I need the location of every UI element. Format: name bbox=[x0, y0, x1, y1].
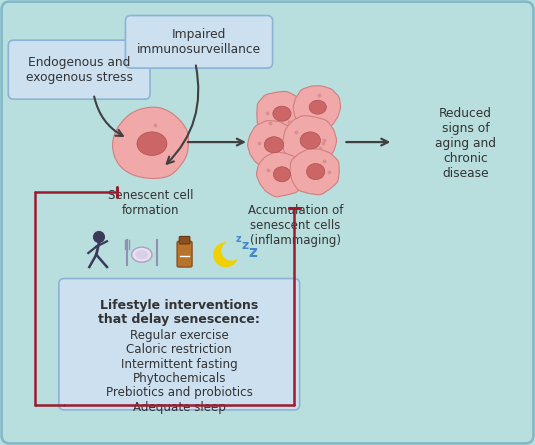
FancyBboxPatch shape bbox=[8, 40, 150, 99]
Text: Prebiotics and probiotics: Prebiotics and probiotics bbox=[106, 387, 253, 400]
Text: Endogenous and
exogenous stress: Endogenous and exogenous stress bbox=[26, 56, 133, 84]
Text: z: z bbox=[242, 239, 249, 252]
FancyBboxPatch shape bbox=[179, 236, 190, 244]
Ellipse shape bbox=[132, 247, 152, 262]
Circle shape bbox=[214, 243, 238, 267]
Ellipse shape bbox=[307, 163, 325, 180]
Text: Phytochemicals: Phytochemicals bbox=[133, 372, 226, 385]
Polygon shape bbox=[290, 149, 339, 195]
Ellipse shape bbox=[273, 106, 291, 121]
FancyBboxPatch shape bbox=[126, 16, 273, 68]
Polygon shape bbox=[112, 107, 188, 178]
Text: Regular exercise: Regular exercise bbox=[130, 328, 228, 342]
Ellipse shape bbox=[135, 250, 148, 259]
Polygon shape bbox=[256, 152, 305, 197]
Text: Impaired
immunosurveillance: Impaired immunosurveillance bbox=[137, 28, 261, 56]
Ellipse shape bbox=[264, 137, 284, 153]
Text: Accumulation of
senescent cells
(inflammaging): Accumulation of senescent cells (inflamm… bbox=[248, 204, 343, 247]
Polygon shape bbox=[248, 121, 299, 168]
Ellipse shape bbox=[273, 167, 291, 182]
Ellipse shape bbox=[300, 132, 320, 149]
FancyBboxPatch shape bbox=[59, 279, 300, 410]
Text: that delay senescence:: that delay senescence: bbox=[98, 312, 260, 325]
Text: Lifestyle interventions: Lifestyle interventions bbox=[100, 299, 258, 312]
Text: Intermittent fasting: Intermittent fasting bbox=[121, 357, 238, 371]
Circle shape bbox=[94, 231, 104, 243]
Text: z: z bbox=[235, 235, 241, 244]
Text: Senescent cell
formation: Senescent cell formation bbox=[108, 189, 194, 217]
Ellipse shape bbox=[309, 100, 326, 114]
Text: Adequate sleep: Adequate sleep bbox=[133, 401, 226, 414]
Polygon shape bbox=[257, 91, 305, 136]
Circle shape bbox=[222, 242, 240, 260]
FancyBboxPatch shape bbox=[177, 241, 192, 267]
Text: Caloric restriction: Caloric restriction bbox=[126, 343, 232, 356]
Ellipse shape bbox=[137, 132, 167, 155]
Text: Reduced
signs of
aging and
chronic
disease: Reduced signs of aging and chronic disea… bbox=[435, 107, 496, 180]
Text: z: z bbox=[249, 245, 258, 260]
Polygon shape bbox=[283, 116, 337, 166]
Polygon shape bbox=[293, 86, 341, 129]
